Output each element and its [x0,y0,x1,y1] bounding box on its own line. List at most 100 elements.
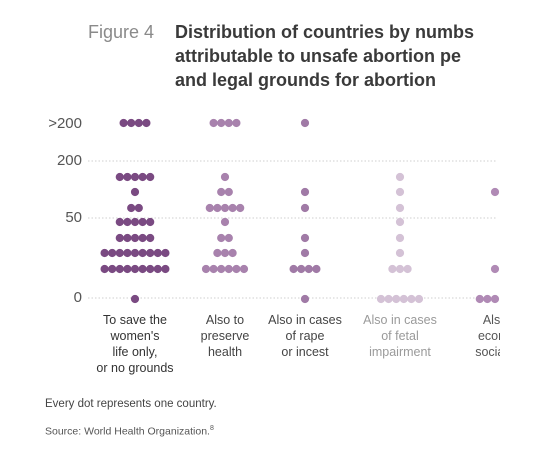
x-category-label: of fetal [381,329,419,343]
country-dot [220,248,230,258]
x-category-label: life only, [113,345,158,359]
country-dot [297,264,306,274]
country-dot [224,264,233,274]
country-dot [146,248,155,258]
country-dot [108,264,117,274]
title-line-3: and legal grounds for abortion [175,70,436,90]
country-dot [115,233,124,243]
x-category-label: Also to [206,313,244,327]
country-dot [300,233,310,243]
country-dot [395,248,405,258]
x-category-label: or no grounds [96,361,173,375]
country-dot [138,172,147,182]
country-dot [146,217,155,227]
country-dot [130,264,140,274]
country-dot [384,294,393,304]
x-category-label: Also in cases [268,313,342,327]
country-dot [224,187,233,197]
y-tick-label: >200 [48,115,82,132]
country-dot [115,264,124,274]
y-tick-label: 200 [57,152,82,169]
country-dot [127,203,136,213]
country-dot [300,187,310,197]
country-dot [403,264,412,274]
title-line-1: Distribution of countries by numbs [175,22,475,42]
country-dot [146,264,155,274]
country-dot [138,264,147,274]
country-dot [414,294,424,304]
country-dot [100,248,109,258]
country-dot [130,187,140,197]
country-dot [130,248,140,258]
country-dot [395,264,405,274]
country-dot [123,217,132,227]
country-dot [115,172,124,182]
y-tick-label: 50 [65,209,82,226]
country-dot [395,217,405,227]
country-dot [138,233,147,243]
source-ref: 8 [209,425,214,432]
country-dot [376,294,386,304]
country-dot [146,233,155,243]
x-category-label: or incest [281,345,329,359]
country-dot [232,264,241,274]
country-dot [300,248,310,258]
country-dot [224,233,233,243]
country-dot [300,203,310,213]
title-line-2: attributable to unsafe abortion pe [175,46,462,66]
country-dot [213,203,222,213]
country-dot [130,294,140,304]
country-dot [205,203,214,213]
country-dot [388,264,397,274]
x-category-label: preserve [201,329,250,343]
country-dot [300,118,310,128]
country-dot [395,203,405,213]
country-dot [123,264,132,274]
country-dot [209,264,218,274]
country-dot [490,264,500,274]
country-dot [115,248,124,258]
country-dot [153,264,162,274]
country-dot [138,217,147,227]
x-category-label: Also in cases [363,313,437,327]
country-dot [239,264,249,274]
chart-source: Source: World Health Organization.8 [45,425,214,438]
y-tick-label: 0 [74,289,82,306]
country-dot [123,172,132,182]
country-dot [300,294,310,304]
country-dot [395,187,405,197]
country-dot [100,264,109,274]
country-dot [146,172,155,182]
country-dot [228,203,237,213]
country-dot [220,203,230,213]
country-dot [392,294,401,304]
country-dot [490,294,500,304]
country-dot [224,118,233,128]
country-dot [220,217,230,227]
country-dot [119,118,128,128]
country-dot [130,217,140,227]
country-dot [138,248,147,258]
x-category-label: impairment [369,345,431,359]
country-dot [213,248,222,258]
country-dot [236,203,245,213]
country-dot [304,264,313,274]
country-dot [490,187,500,197]
country-dot [134,203,143,213]
country-dot [483,294,492,304]
country-dot [289,264,298,274]
country-dot [475,294,484,304]
country-dot [217,264,226,274]
country-dot [228,248,237,258]
x-category-label: To save the [103,313,167,327]
country-dot [130,233,140,243]
country-dot [161,264,170,274]
country-dot [312,264,321,274]
chart-title: Distribution of countries by numbs attri… [175,20,500,92]
country-dot [130,172,140,182]
x-category-label: health [208,345,242,359]
country-dot [123,233,132,243]
country-dot [217,118,226,128]
country-dot [395,233,405,243]
